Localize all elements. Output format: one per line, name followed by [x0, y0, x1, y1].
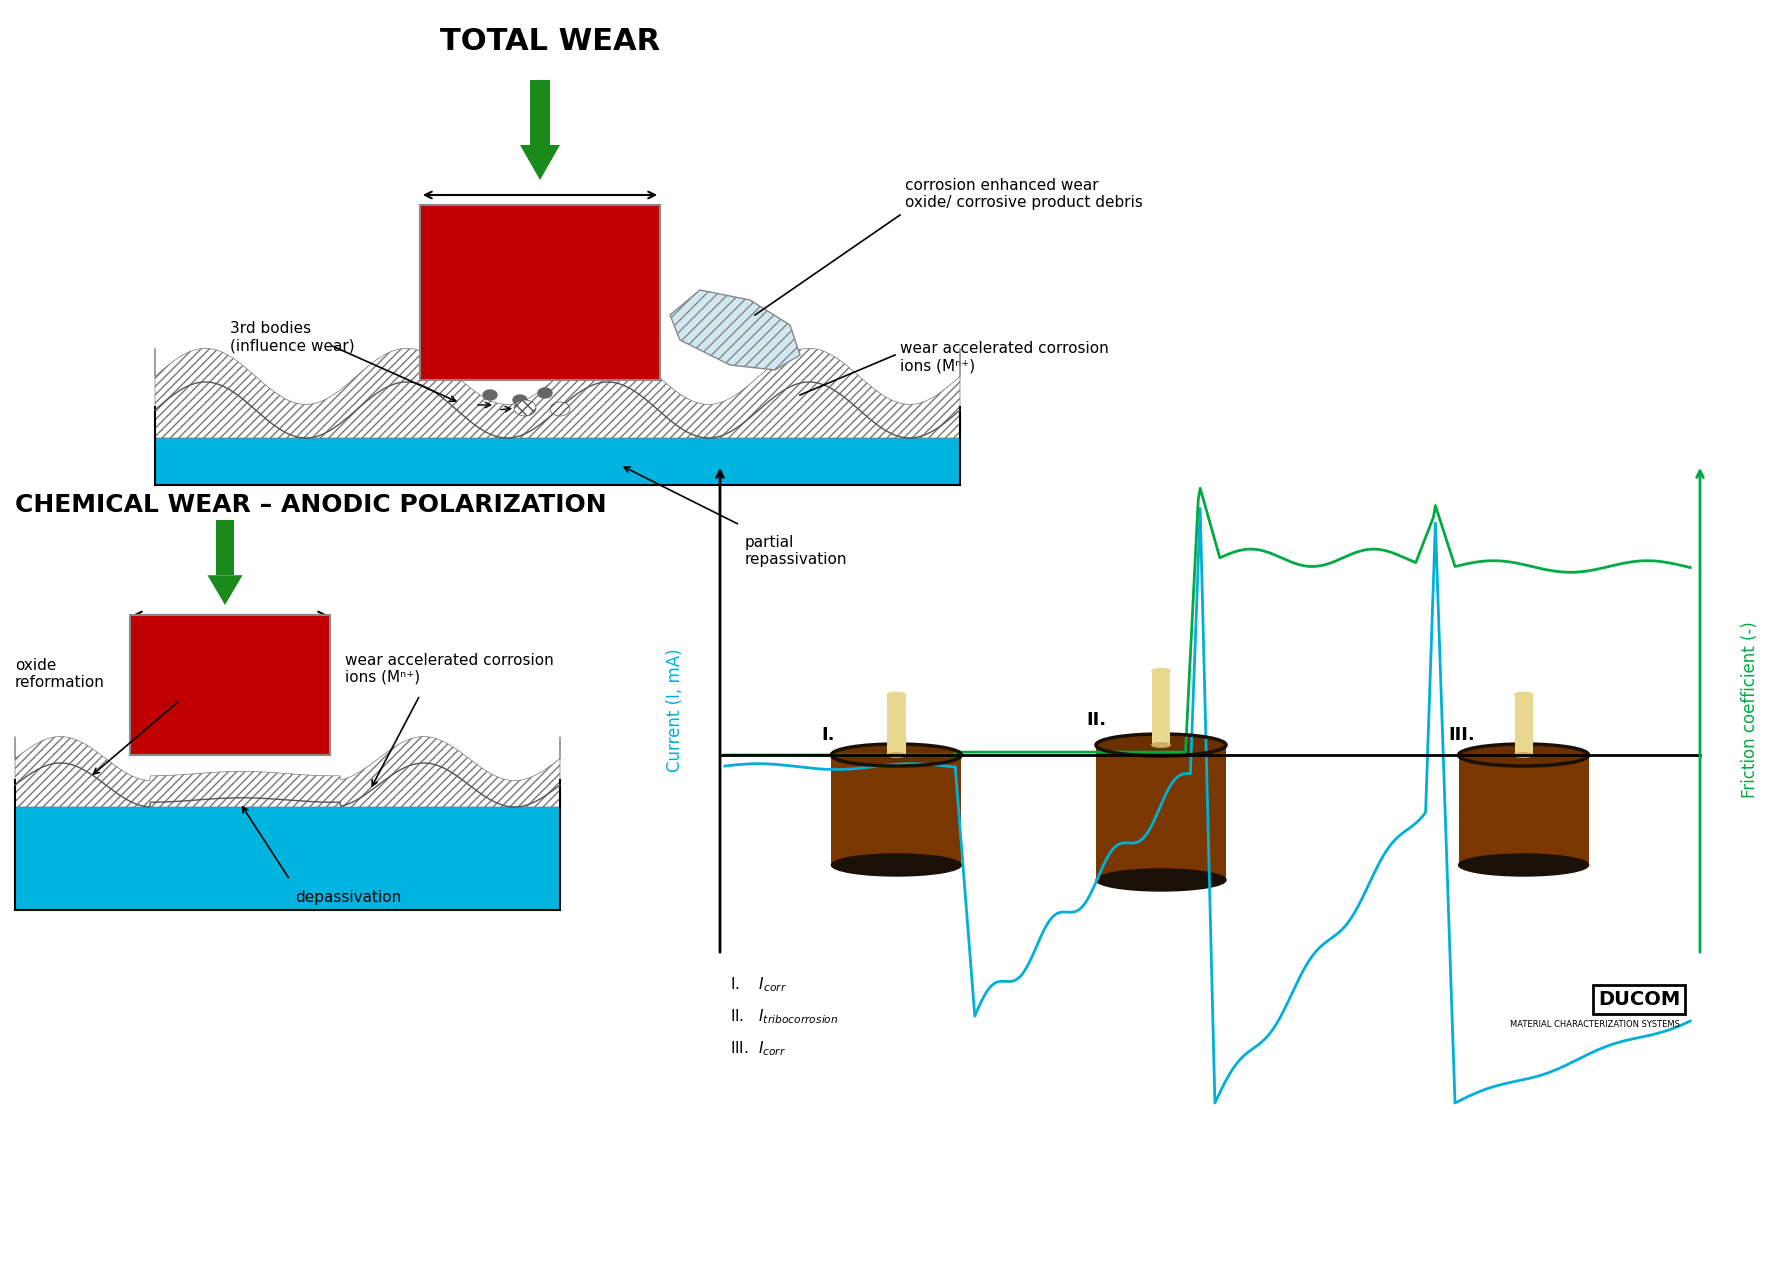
Text: CHEMICAL WEAR – ANODIC POLARIZATION: CHEMICAL WEAR – ANODIC POLARIZATION — [14, 493, 607, 517]
Ellipse shape — [550, 402, 570, 416]
Polygon shape — [831, 755, 961, 865]
Polygon shape — [14, 736, 561, 807]
Text: depassivation: depassivation — [296, 891, 401, 904]
Polygon shape — [208, 576, 242, 605]
Ellipse shape — [887, 692, 905, 697]
Polygon shape — [530, 80, 550, 145]
Ellipse shape — [1514, 753, 1532, 758]
Text: Friction coefficient (-): Friction coefficient (-) — [1742, 621, 1760, 798]
Ellipse shape — [1514, 692, 1532, 697]
Text: TOTAL WEAR: TOTAL WEAR — [441, 28, 659, 57]
Text: I.: I. — [821, 726, 835, 744]
Ellipse shape — [1459, 744, 1588, 767]
Ellipse shape — [831, 744, 961, 767]
Polygon shape — [217, 520, 233, 576]
Ellipse shape — [484, 390, 496, 400]
Ellipse shape — [514, 400, 536, 416]
Polygon shape — [1097, 745, 1226, 880]
Polygon shape — [154, 382, 961, 484]
Text: MATERIAL CHARACTERIZATION SYSTEMS: MATERIAL CHARACTERIZATION SYSTEMS — [1511, 1020, 1681, 1028]
Text: Current (I, mA): Current (I, mA) — [667, 648, 685, 772]
Text: corrosion enhanced wear
oxide/ corrosive product debris: corrosion enhanced wear oxide/ corrosive… — [905, 177, 1143, 210]
Bar — [419, 205, 659, 380]
Text: oxide
reformation: oxide reformation — [14, 658, 106, 689]
Polygon shape — [520, 145, 561, 180]
Ellipse shape — [1459, 854, 1588, 875]
Text: wear accelerated corrosion
ions (Mⁿ⁺): wear accelerated corrosion ions (Mⁿ⁺) — [346, 653, 554, 686]
Ellipse shape — [831, 854, 961, 875]
Polygon shape — [1459, 755, 1588, 865]
Text: III.  $I_{corr}$: III. $I_{corr}$ — [729, 1039, 787, 1058]
Text: DUCOM: DUCOM — [1598, 990, 1681, 1009]
Text: III.: III. — [1448, 726, 1475, 744]
Text: partial
repassivation: partial repassivation — [745, 535, 848, 568]
Ellipse shape — [1152, 668, 1170, 673]
Text: 3rd bodies
(influence wear): 3rd bodies (influence wear) — [229, 321, 355, 353]
Text: II.   $I_{tribocorrosion}$: II. $I_{tribocorrosion}$ — [729, 1007, 839, 1026]
Ellipse shape — [887, 753, 905, 758]
Polygon shape — [154, 348, 961, 438]
Text: I.    $I_{corr}$: I. $I_{corr}$ — [729, 975, 787, 994]
Polygon shape — [887, 694, 905, 755]
Bar — [131, 615, 330, 755]
Ellipse shape — [513, 395, 527, 405]
Ellipse shape — [538, 388, 552, 398]
Ellipse shape — [1097, 869, 1226, 891]
Polygon shape — [14, 763, 561, 910]
Polygon shape — [1152, 670, 1170, 745]
Text: wear accelerated corrosion
ions (Mⁿ⁺): wear accelerated corrosion ions (Mⁿ⁺) — [900, 340, 1109, 373]
Text: II.: II. — [1086, 711, 1106, 729]
Ellipse shape — [1152, 743, 1170, 748]
Ellipse shape — [1097, 734, 1226, 756]
Polygon shape — [670, 290, 799, 369]
Polygon shape — [1514, 694, 1532, 755]
